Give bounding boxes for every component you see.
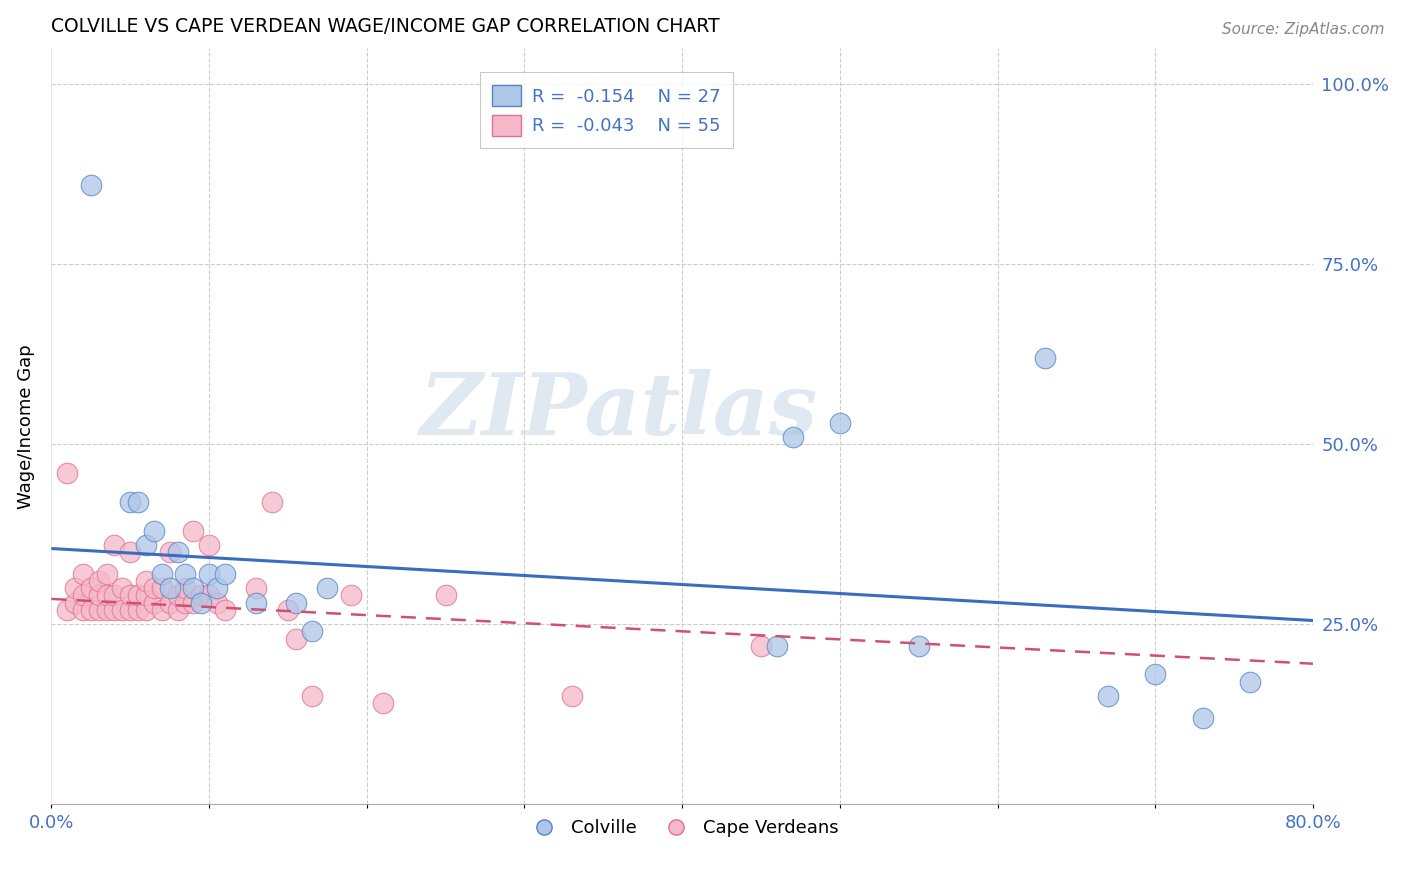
Point	[340, 588, 363, 602]
Point	[181, 524, 204, 538]
Point	[135, 538, 157, 552]
Y-axis label: Wage/Income Gap: Wage/Income Gap	[17, 343, 35, 508]
Point	[56, 466, 79, 480]
Point	[72, 603, 94, 617]
Point	[111, 603, 134, 617]
Point	[103, 603, 125, 617]
Point	[198, 588, 221, 602]
Point	[63, 581, 86, 595]
Point	[245, 581, 267, 595]
Legend: Colville, Cape Verdeans: Colville, Cape Verdeans	[519, 812, 846, 844]
Point	[316, 581, 339, 595]
Point	[80, 178, 103, 192]
Point	[135, 574, 157, 588]
Point	[96, 566, 118, 581]
Point	[87, 574, 110, 588]
Point	[190, 588, 212, 602]
Point	[111, 581, 134, 595]
Point	[214, 603, 236, 617]
Point	[1239, 674, 1261, 689]
Point	[301, 624, 323, 639]
Point	[96, 603, 118, 617]
Point	[205, 581, 228, 595]
Point	[103, 588, 125, 602]
Point	[1097, 689, 1119, 703]
Point	[190, 595, 212, 609]
Point	[135, 588, 157, 602]
Point	[198, 566, 221, 581]
Point	[142, 595, 165, 609]
Point	[142, 524, 165, 538]
Point	[181, 581, 204, 595]
Point	[371, 696, 394, 710]
Point	[174, 595, 197, 609]
Point	[828, 416, 851, 430]
Point	[159, 545, 181, 559]
Point	[72, 588, 94, 602]
Point	[284, 595, 307, 609]
Point	[166, 603, 188, 617]
Point	[262, 495, 284, 509]
Point	[284, 632, 307, 646]
Point	[782, 430, 804, 444]
Text: Source: ZipAtlas.com: Source: ZipAtlas.com	[1222, 22, 1385, 37]
Point	[80, 581, 103, 595]
Point	[198, 538, 221, 552]
Text: COLVILLE VS CAPE VERDEAN WAGE/INCOME GAP CORRELATION CHART: COLVILLE VS CAPE VERDEAN WAGE/INCOME GAP…	[52, 17, 720, 36]
Point	[103, 538, 125, 552]
Point	[127, 588, 149, 602]
Point	[749, 639, 772, 653]
Point	[907, 639, 929, 653]
Point	[1033, 351, 1056, 365]
Point	[142, 581, 165, 595]
Text: ZIPatlas: ZIPatlas	[420, 369, 818, 453]
Point	[1144, 667, 1167, 681]
Point	[127, 603, 149, 617]
Point	[127, 495, 149, 509]
Point	[96, 588, 118, 602]
Point	[120, 603, 142, 617]
Point	[166, 545, 188, 559]
Point	[120, 588, 142, 602]
Point	[765, 639, 787, 653]
Point	[159, 595, 181, 609]
Point	[174, 581, 197, 595]
Point	[150, 581, 173, 595]
Point	[56, 603, 79, 617]
Point	[245, 595, 267, 609]
Point	[205, 595, 228, 609]
Point	[150, 603, 173, 617]
Point	[181, 595, 204, 609]
Point	[80, 603, 103, 617]
Point	[63, 595, 86, 609]
Point	[150, 566, 173, 581]
Point	[120, 495, 142, 509]
Point	[1191, 711, 1213, 725]
Point	[174, 566, 197, 581]
Point	[135, 603, 157, 617]
Point	[120, 545, 142, 559]
Point	[166, 588, 188, 602]
Point	[87, 603, 110, 617]
Point	[561, 689, 583, 703]
Point	[87, 588, 110, 602]
Point	[277, 603, 299, 617]
Point	[159, 581, 181, 595]
Point	[301, 689, 323, 703]
Point	[434, 588, 457, 602]
Point	[72, 566, 94, 581]
Point	[214, 566, 236, 581]
